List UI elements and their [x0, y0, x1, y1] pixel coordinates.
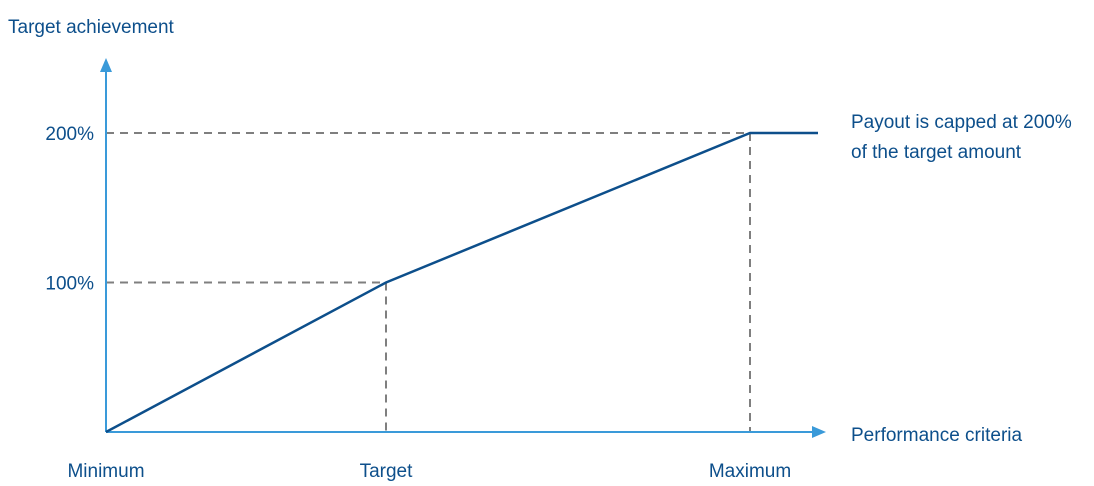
y-axis-arrow-icon [100, 58, 112, 72]
y-axis-label: Target achievement [8, 17, 175, 38]
y-tick-label: 200% [45, 124, 94, 145]
reference-lines [106, 132, 751, 432]
x-axis-label: Performance criteria [851, 425, 1022, 446]
payout-line [105, 131, 818, 434]
x-axis-arrow-icon [812, 426, 826, 438]
cap-annotation-line1: Payout is capped at 200% [851, 112, 1072, 133]
y-tick-labels: 100% 200% [45, 124, 94, 295]
x-tick-label: Minimum [67, 461, 144, 482]
x-tick-label: Target [360, 461, 414, 482]
x-tick-label: Maximum [709, 461, 791, 482]
cap-annotation-line2: of the target amount [851, 142, 1022, 163]
y-tick-label: 100% [45, 274, 94, 295]
x-tick-labels: Minimum Target Maximum [67, 461, 791, 482]
